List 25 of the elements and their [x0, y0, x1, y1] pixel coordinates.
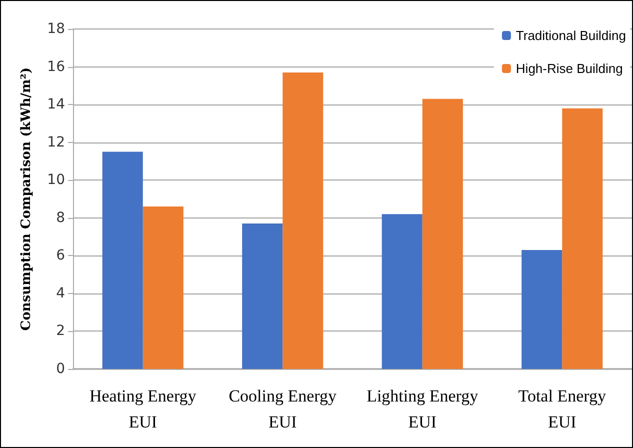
y-tick-label: 4 — [56, 285, 66, 302]
y-axis-title: Consumption Comparison (kWh/m²) — [19, 67, 34, 331]
y-tick-label: 12 — [47, 134, 65, 150]
bar — [422, 98, 463, 369]
y-tick-label: 6 — [56, 248, 66, 264]
bar — [382, 214, 422, 369]
legend-label: Traditional Building — [516, 28, 626, 43]
y-tick-label: 16 — [47, 58, 66, 75]
y-tick-label: 14 — [47, 96, 66, 113]
bar — [282, 72, 324, 369]
bar — [522, 250, 562, 369]
bar — [562, 108, 603, 369]
bar — [242, 224, 283, 369]
y-tick-label: 18 — [47, 21, 65, 37]
y-tick-label: 8 — [56, 210, 65, 226]
x-tick-label: Heating Energy EUI — [89, 386, 197, 432]
x-tick-label: Cooling Energy EUI — [228, 386, 338, 432]
y-tick-label: 0 — [56, 361, 65, 377]
legend-label: High-Rise Building — [516, 61, 623, 76]
bar — [142, 206, 184, 369]
x-tick-label: Total Energy EUI — [518, 386, 606, 432]
x-tick-label: Lighting Energy EUI — [366, 386, 479, 432]
y-tick-label: 2 — [56, 323, 65, 340]
y-tick-label: 10 — [47, 172, 65, 188]
bar — [102, 152, 143, 369]
